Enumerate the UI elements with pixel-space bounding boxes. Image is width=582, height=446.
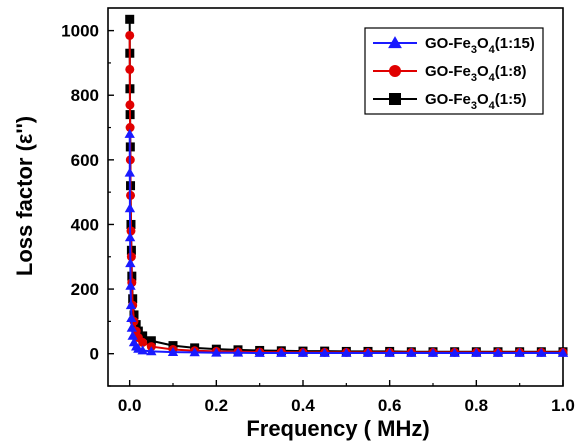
x-tick-label: 0.8	[465, 396, 489, 415]
data-point	[406, 347, 417, 357]
y-tick-label: 400	[71, 215, 99, 234]
data-point	[124, 128, 135, 138]
y-tick-label: 600	[71, 151, 99, 170]
data-point	[146, 336, 156, 346]
legend-label: GO-Fe3O4(1:15)	[425, 35, 535, 56]
series-line	[128, 133, 563, 355]
data-point	[211, 347, 222, 357]
legend-marker	[388, 36, 402, 49]
legend: GO-Fe3O4(1:15) GO-Fe3O4(1:8) GO-Fe3O4(1:5)	[364, 27, 544, 115]
x-tick-label: 0.4	[291, 396, 315, 415]
legend-label: GO-Fe3O4(1:5)	[425, 91, 526, 112]
data-point	[125, 100, 135, 110]
data-point	[167, 346, 179, 356]
data-point	[536, 347, 547, 357]
data-point	[124, 203, 136, 213]
data-point	[138, 337, 148, 347]
data-point	[557, 347, 569, 357]
data-point	[341, 347, 352, 357]
x-tick-label: 0.6	[378, 396, 402, 415]
y-tick-label: 0	[90, 345, 99, 364]
data-point	[127, 330, 138, 340]
data-point	[146, 346, 157, 356]
data-point	[232, 347, 244, 357]
series-triangle	[124, 128, 569, 357]
data-point	[125, 280, 136, 290]
data-point	[254, 347, 265, 357]
data-point	[125, 64, 135, 74]
legend-marker	[389, 93, 401, 105]
data-point	[319, 347, 330, 357]
x-tick-label: 1.0	[551, 396, 575, 415]
data-point	[384, 347, 395, 357]
data-point	[471, 347, 482, 357]
data-point	[492, 347, 504, 357]
data-point	[138, 331, 148, 341]
data-point	[297, 347, 309, 357]
data-point	[362, 347, 374, 357]
ticks-layer: 0.0 0.2 0.4 0.6 0.8 1.0 0 200 400 600 800 1000	[61, 22, 575, 415]
y-tick-label: 800	[71, 86, 99, 105]
data-point	[124, 232, 136, 242]
plot-border	[107, 7, 564, 387]
legend-marker	[389, 65, 401, 77]
data-point	[125, 30, 135, 40]
data-point	[126, 322, 138, 332]
data-point	[126, 312, 137, 323]
data-point	[276, 347, 287, 357]
data-point	[514, 347, 525, 357]
data-point	[189, 347, 200, 357]
data-point	[124, 167, 135, 177]
data-point	[126, 252, 136, 262]
x-axis-title: Frequency ( MHz)	[246, 416, 429, 441]
data-point	[125, 300, 137, 310]
y-tick-label: 200	[71, 280, 99, 299]
legend-label: GO-Fe3O4(1:8)	[425, 63, 526, 84]
data-point	[125, 258, 136, 268]
data-point	[427, 347, 439, 357]
data-point	[449, 347, 460, 357]
data-point	[137, 345, 148, 355]
y-axis-title: Loss factor (ε'')	[12, 116, 37, 276]
plot-frame	[107, 7, 564, 387]
x-tick-label: 0.0	[118, 396, 142, 415]
y-tick-label: 1000	[61, 22, 99, 41]
data-point	[125, 14, 135, 24]
x-tick-label: 0.2	[205, 396, 229, 415]
data-point	[125, 123, 135, 133]
series-layer	[124, 14, 569, 357]
